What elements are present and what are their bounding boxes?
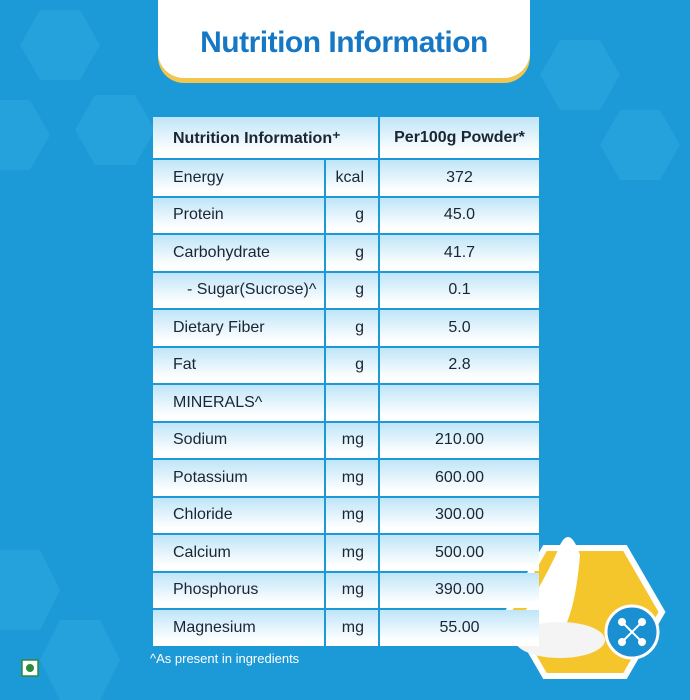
table-cell: Fat bbox=[153, 347, 324, 383]
table-cell: 55.00 bbox=[380, 610, 539, 646]
table-row: MINERALS^ bbox=[153, 385, 539, 421]
table-cell: g bbox=[326, 347, 378, 383]
table-cell: mg bbox=[326, 422, 378, 458]
table-cell: kcal bbox=[326, 160, 378, 196]
table-row: - Sugar(Sucrose)^ g 0.1 bbox=[153, 272, 539, 308]
table-cell: 500.00 bbox=[380, 535, 539, 571]
table-cell: Phosphorus bbox=[153, 572, 324, 608]
table-cell: 5.0 bbox=[380, 310, 539, 346]
table-row: Magnesium mg 55.00 bbox=[153, 610, 539, 646]
table-row: Sodium mg 210.00 bbox=[153, 422, 539, 458]
table-row: Potassium mg 600.00 bbox=[153, 460, 539, 496]
table-cell: Potassium bbox=[153, 460, 324, 496]
hexagons bbox=[0, 10, 680, 700]
table-cell: Magnesium bbox=[153, 610, 324, 646]
table-row: Protein g 45.0 bbox=[153, 197, 539, 233]
header-row: Nutrition Information⁺ Per100g Powder* bbox=[153, 117, 539, 158]
table-row: Fat g 2.8 bbox=[153, 347, 539, 383]
table-cell: 41.7 bbox=[380, 235, 539, 271]
table-cell: 390.00 bbox=[380, 572, 539, 608]
table-cell: Dietary Fiber bbox=[153, 310, 324, 346]
nutrition-table: Nutrition Information⁺ Per100g Powder* E… bbox=[151, 115, 541, 648]
table-cell: mg bbox=[326, 610, 378, 646]
table-cell: MINERALS^ bbox=[153, 385, 324, 421]
table-cell: 372 bbox=[380, 160, 539, 196]
table-row: Dietary Fiber g 5.0 bbox=[153, 310, 539, 346]
header-cell: Nutrition Information⁺ bbox=[153, 117, 378, 158]
table-cell: Protein bbox=[153, 197, 324, 233]
table-cell: 600.00 bbox=[380, 460, 539, 496]
table-cell: Carbohydrate bbox=[153, 235, 324, 271]
table-cell: g bbox=[326, 310, 378, 346]
table-cell: Energy bbox=[153, 160, 324, 196]
table-cell: - Sugar(Sucrose)^ bbox=[153, 272, 324, 308]
header-cell: Per100g Powder* bbox=[380, 117, 539, 158]
table-cell: mg bbox=[326, 572, 378, 608]
table-cell: 2.8 bbox=[380, 347, 539, 383]
title: Nutrition Information bbox=[200, 26, 488, 59]
table-cell bbox=[380, 385, 539, 421]
table-row: Calcium mg 500.00 bbox=[153, 535, 539, 571]
table-cell: g bbox=[326, 197, 378, 233]
table-cell: 300.00 bbox=[380, 497, 539, 533]
table-cell bbox=[326, 385, 378, 421]
table-cell: Sodium bbox=[153, 422, 324, 458]
footnote: ^As present in ingredients bbox=[150, 651, 300, 666]
table-cell: 45.0 bbox=[380, 197, 539, 233]
veg-mark bbox=[21, 659, 39, 677]
table-cell: g bbox=[326, 235, 378, 271]
table-row: Carbohydrate g 41.7 bbox=[153, 235, 539, 271]
table-row: Chloride mg 300.00 bbox=[153, 497, 539, 533]
table-cell: 0.1 bbox=[380, 272, 539, 308]
table-cell: mg bbox=[326, 535, 378, 571]
title-box: Nutrition Information bbox=[158, 0, 530, 78]
table-cell: Calcium bbox=[153, 535, 324, 571]
table-cell: Chloride bbox=[153, 497, 324, 533]
table-row: Energy kcal 372 bbox=[153, 160, 539, 196]
product-image bbox=[504, 537, 666, 679]
table-cell: 210.00 bbox=[380, 422, 539, 458]
table-cell: mg bbox=[326, 497, 378, 533]
table-cell: mg bbox=[326, 460, 378, 496]
table-cell: g bbox=[326, 272, 378, 308]
table-row: Phosphorus mg 390.00 bbox=[153, 572, 539, 608]
table-body: Energy kcal 372 Protein g 45.0 Carbohydrate g 41… bbox=[153, 160, 539, 646]
